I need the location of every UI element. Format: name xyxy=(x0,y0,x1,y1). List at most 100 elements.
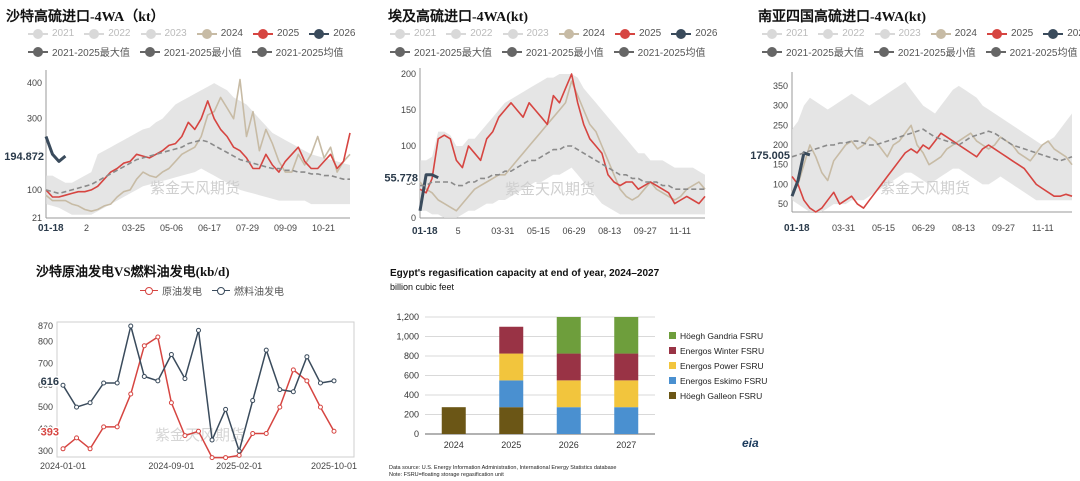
legend-label: 2026 xyxy=(695,28,718,39)
y-tick-label: 200 xyxy=(773,140,788,150)
y-tick-label: 0 xyxy=(414,429,419,439)
chart-panel-egypt: 埃及高硫进口-4WA(kt) 2021 2022 2023 2024 2025 2026 … xyxy=(360,0,720,240)
legend-marker-icon xyxy=(309,28,330,39)
legend-item[interactable]: 2021-2025最大值 xyxy=(28,44,130,59)
chart-legend: 原油发电 燃料油发电 xyxy=(140,283,294,298)
chart-title: 沙特原油发电VS燃料油发电(kb/d) xyxy=(36,264,230,279)
chart-title: 南亚四国高硫进口-4WA(kt) xyxy=(758,10,926,25)
x-tick-label: 01-18 xyxy=(38,223,64,234)
series-line-2025 xyxy=(791,132,1073,213)
legend-marker-icon xyxy=(987,28,1007,39)
y-tick-label: 150 xyxy=(773,160,788,170)
series-line-average xyxy=(45,139,350,195)
legend-item[interactable]: 燃料油发电 xyxy=(212,283,284,298)
legend-item[interactable]: 2024 xyxy=(558,28,605,39)
legend-item[interactable]: 2021 xyxy=(762,28,808,39)
y-tick-label: 200 xyxy=(404,410,419,420)
legend-marker-icon xyxy=(253,28,273,39)
legend-label: Energos Eskimo FSRU xyxy=(680,376,767,386)
source-line: Data source: U.S. Energy Information Adm… xyxy=(389,465,617,471)
y-tick-label: 1,000 xyxy=(396,332,419,342)
data-point xyxy=(60,446,66,452)
legend-item[interactable]: 2021-2025最小值 xyxy=(873,44,976,59)
y-tick-label: 0 xyxy=(411,213,416,223)
legend-label: 2021-2025均值 xyxy=(637,48,706,59)
series-line-2026 xyxy=(790,151,811,197)
chart-panel-egypt-regas: Egypt's regasification capacity at end o… xyxy=(385,262,785,481)
legend-item[interactable]: 2021 xyxy=(28,28,74,39)
current-value-label: 55.778 xyxy=(384,173,418,185)
legend-item[interactable]: 2021-2025均值 xyxy=(251,44,343,59)
bar-segment xyxy=(499,407,524,434)
data-point xyxy=(263,430,269,436)
data-point xyxy=(87,400,93,406)
legend-item[interactable]: 2021-2025均值 xyxy=(985,44,1077,59)
x-tick-label: 5 xyxy=(456,226,461,236)
data-point xyxy=(236,448,242,454)
legend-label: 2022 xyxy=(842,28,865,39)
plot-frame xyxy=(56,321,355,458)
y-tick-label: 800 xyxy=(404,351,419,361)
legend-item[interactable]: 2022 xyxy=(818,28,865,39)
legend-item[interactable]: 2026 xyxy=(671,28,718,39)
series-line-average xyxy=(791,128,1073,162)
legend-item[interactable]: 2023 xyxy=(140,28,187,39)
legend-item[interactable]: 2023 xyxy=(874,28,921,39)
legend-item[interactable]: 原油发电 xyxy=(140,283,202,298)
y-tick-label: 1,200 xyxy=(396,312,419,322)
data-point xyxy=(60,382,66,388)
legend-item[interactable]: 2021-2025最小值 xyxy=(139,44,242,59)
legend-label: 2021-2025最小值 xyxy=(897,48,976,59)
legend-item[interactable]: 2021-2025最大值 xyxy=(762,44,864,59)
x-tick-label: 01-18 xyxy=(784,223,810,234)
legend-item[interactable]: 2021-2025最小值 xyxy=(501,44,604,59)
x-tick-label: 07-29 xyxy=(236,223,259,233)
legend-item[interactable]: 2021-2025均值 xyxy=(613,44,706,59)
legend-marker-icon xyxy=(1043,28,1064,39)
legend-item[interactable]: 2022 xyxy=(446,28,493,39)
legend-item[interactable]: 2025 xyxy=(987,28,1033,39)
legend-marker-icon xyxy=(390,46,410,57)
legend-item[interactable]: 2023 xyxy=(502,28,549,39)
current-value-label: 175.005 xyxy=(750,150,790,162)
legend-item[interactable]: 2024 xyxy=(930,28,977,39)
bar-segment xyxy=(556,317,581,354)
y-tick-label: 100 xyxy=(401,141,416,151)
legend-marker-icon xyxy=(874,28,895,39)
data-point xyxy=(223,406,229,412)
legend-marker-icon xyxy=(613,46,634,57)
legend-marker-icon xyxy=(985,46,1006,57)
legend-item[interactable]: 2026 xyxy=(309,28,356,39)
x-tick-label: 05-15 xyxy=(872,223,895,233)
legend-item[interactable]: 2021-2025最大值 xyxy=(390,44,492,59)
bar-segment xyxy=(441,407,466,434)
bar-segment xyxy=(614,380,639,408)
y-tick-label: 800 xyxy=(38,336,53,346)
bar-segment xyxy=(499,353,524,381)
bar-segment xyxy=(614,353,639,381)
series-line-2026 xyxy=(44,135,67,163)
legend-item[interactable]: 2026 xyxy=(1043,28,1080,39)
y-tick-label: 350 xyxy=(773,81,788,91)
data-point xyxy=(277,404,283,410)
max-min-band xyxy=(46,83,350,215)
data-point xyxy=(155,334,161,340)
bar-segment xyxy=(556,353,581,381)
data-point xyxy=(87,446,93,452)
legend-label: 2024 xyxy=(220,28,243,39)
data-point xyxy=(236,452,242,458)
data-point xyxy=(317,404,323,410)
legend-item[interactable]: 2025 xyxy=(253,28,299,39)
data-point xyxy=(114,380,120,386)
legend-item[interactable]: 2021 xyxy=(390,28,436,39)
x-tick-label: 2025-02-01 xyxy=(216,461,262,471)
legend-item[interactable]: 2022 xyxy=(84,28,131,39)
legend-item[interactable]: 2024 xyxy=(196,28,243,39)
y-tick-label: 100 xyxy=(773,179,788,189)
y-tick-label: 870 xyxy=(38,321,53,331)
legend-item[interactable]: 2025 xyxy=(615,28,661,39)
chart-title: Egypt's regasification capacity at end o… xyxy=(390,268,660,279)
data-point xyxy=(263,347,269,353)
bar-segment xyxy=(614,317,639,354)
legend-swatch-icon xyxy=(669,332,676,339)
